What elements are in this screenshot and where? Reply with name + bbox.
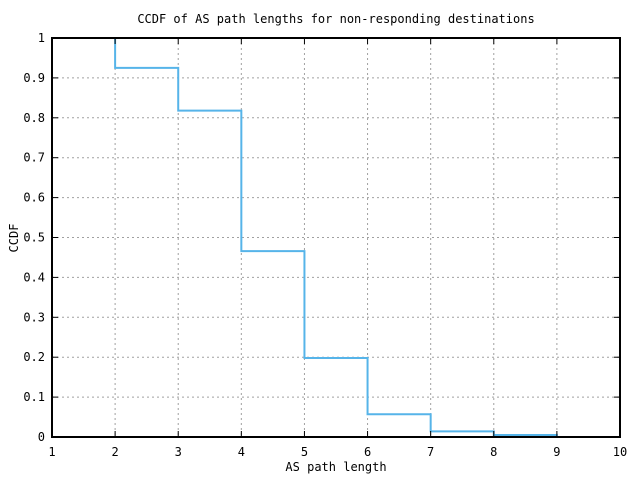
y-tick-label: 0.9: [23, 71, 45, 85]
x-axis-label: AS path length: [285, 460, 387, 474]
x-tick-label: 10: [613, 445, 627, 459]
y-tick-label: 0.6: [23, 191, 45, 205]
x-tick-label: 5: [301, 445, 308, 459]
y-tick-label: 0.8: [23, 111, 45, 125]
y-tick-label: 0.1: [23, 390, 45, 404]
x-tick-label: 3: [175, 445, 182, 459]
y-tick-label: 0.2: [23, 350, 45, 364]
x-tick-label: 8: [490, 445, 497, 459]
x-tick-label: 9: [553, 445, 560, 459]
x-tick-label: 4: [238, 445, 245, 459]
x-tick-label: 1: [48, 445, 55, 459]
y-tick-label: 0.4: [23, 270, 45, 284]
x-tick-label: 7: [427, 445, 434, 459]
y-tick-label: 0.5: [23, 231, 45, 245]
x-tick-label: 2: [111, 445, 118, 459]
y-tick-label: 1: [38, 31, 45, 45]
y-tick-label: 0.3: [23, 310, 45, 324]
x-tick-label: 6: [364, 445, 371, 459]
chart-title: CCDF of AS path lengths for non-respondi…: [137, 12, 535, 26]
y-tick-label: 0.7: [23, 151, 45, 165]
y-tick-label: 0: [38, 430, 45, 444]
